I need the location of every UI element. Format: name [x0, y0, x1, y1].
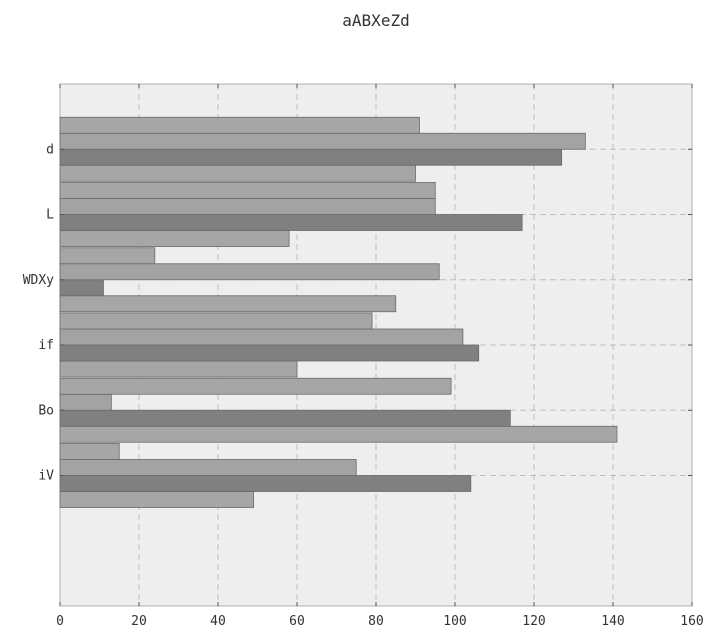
bar-WDXy-s2: [59, 263, 440, 281]
bar-Bo-s1: [59, 409, 511, 427]
x-tick-label: 0: [56, 614, 64, 629]
bar-L-s1: [59, 214, 523, 231]
x-tick-label: 40: [210, 614, 226, 629]
bar-Bo-s3: [59, 377, 452, 395]
x-tick-label: 140: [601, 614, 624, 629]
bar-WDXy-s3: [59, 247, 156, 265]
y-axis-ticks: iV Bo if WDXy Ld: [23, 142, 692, 484]
x-tick-label: 80: [368, 614, 384, 629]
bar-d-s2: [59, 132, 586, 150]
chart-title: aABXeZd: [342, 11, 409, 30]
bar-d-s0: [59, 164, 416, 182]
y-tick-label: Bo: [38, 403, 54, 418]
bars: [59, 116, 618, 508]
bar-d-s3: [59, 116, 420, 134]
bar-Bo-s0: [59, 425, 618, 443]
bar-L-s0: [59, 230, 290, 247]
bar-if-s2: [59, 328, 464, 346]
x-tick-label: 20: [131, 614, 147, 629]
bar-L-s2: [59, 198, 436, 215]
bar-Bo-s2: [59, 393, 112, 411]
x-tick-label: 120: [522, 614, 545, 629]
bar-iV-s2: [59, 459, 357, 476]
y-tick-label: if: [38, 338, 54, 353]
bar-WDXy-s1: [59, 279, 104, 297]
x-axis-ticks: 0 20 40 60 80 100 120 140 160: [56, 84, 704, 629]
bar-iV-s3: [59, 443, 120, 460]
y-tick-label: WDXy: [23, 273, 54, 288]
x-tick-label: 160: [680, 614, 703, 629]
x-tick-label: 60: [289, 614, 305, 629]
x-tick-label: 100: [443, 614, 466, 629]
y-tick-label: d: [46, 142, 54, 157]
bar-if-s0: [59, 360, 298, 378]
y-tick-label: iV: [38, 469, 54, 484]
y-tick-label: L: [46, 208, 54, 223]
bar-L-s3: [59, 182, 436, 199]
bar-d-s1: [59, 148, 563, 166]
bar-if-s1: [59, 344, 480, 362]
bar-iV-s1: [59, 475, 472, 492]
bar-iV-s0: [59, 491, 254, 508]
bar-WDXy-s0: [59, 295, 397, 313]
bar-if-s3: [59, 312, 373, 330]
